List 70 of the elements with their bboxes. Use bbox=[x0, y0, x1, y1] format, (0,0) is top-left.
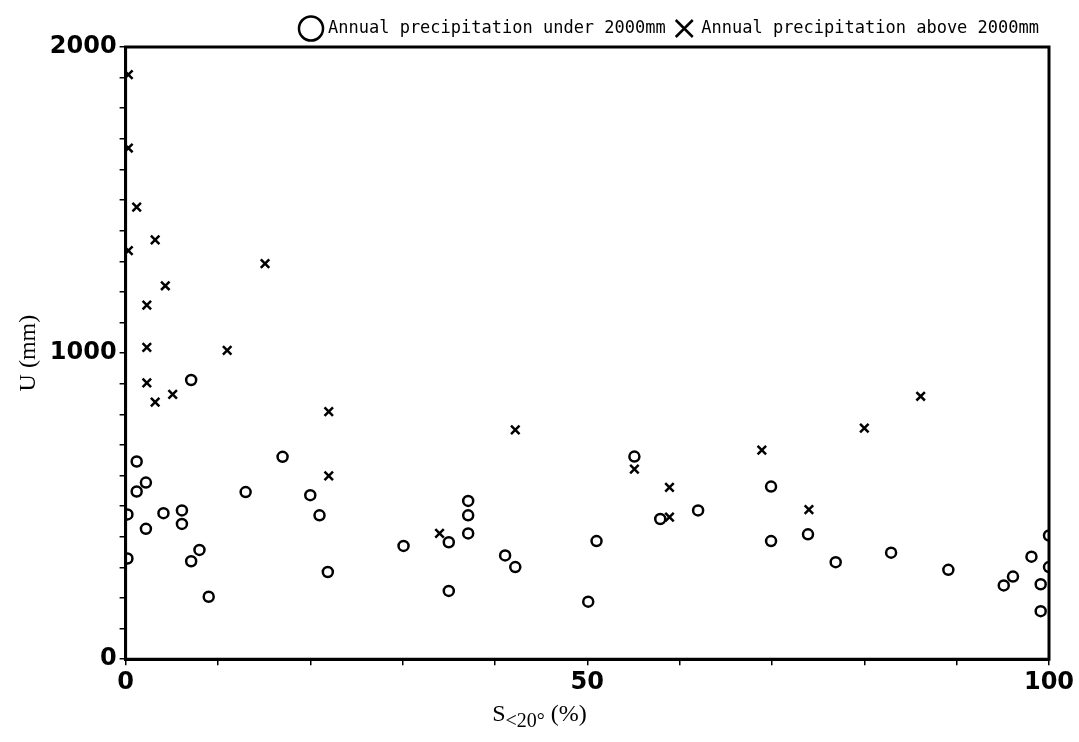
point bbox=[1034, 604, 1047, 618]
point bbox=[434, 527, 446, 539]
point bbox=[628, 450, 641, 463]
point bbox=[442, 536, 456, 549]
point bbox=[858, 422, 870, 434]
point bbox=[141, 377, 153, 389]
point bbox=[756, 444, 768, 456]
point bbox=[942, 563, 955, 577]
point bbox=[461, 494, 475, 508]
point bbox=[829, 555, 842, 569]
point bbox=[130, 485, 143, 498]
point bbox=[997, 579, 1010, 592]
point bbox=[175, 517, 189, 531]
point bbox=[1006, 570, 1020, 583]
point bbox=[323, 470, 335, 482]
point bbox=[509, 560, 522, 574]
point bbox=[691, 504, 705, 517]
point bbox=[131, 201, 143, 213]
point bbox=[654, 512, 667, 526]
point bbox=[149, 234, 161, 246]
y-tick-label: 0 bbox=[99, 643, 117, 672]
point bbox=[323, 406, 335, 418]
point bbox=[321, 565, 335, 579]
point bbox=[221, 344, 233, 356]
point bbox=[304, 488, 317, 502]
point bbox=[509, 424, 521, 436]
point bbox=[397, 539, 410, 553]
point bbox=[202, 590, 215, 604]
point bbox=[803, 504, 815, 516]
point bbox=[461, 509, 475, 522]
point bbox=[663, 481, 675, 493]
point bbox=[442, 584, 456, 598]
point bbox=[239, 485, 252, 499]
legend-label: Annual precipitation under 2000mm bbox=[328, 16, 666, 37]
point bbox=[175, 504, 189, 517]
point bbox=[590, 534, 603, 548]
point bbox=[663, 511, 675, 523]
point bbox=[139, 522, 153, 536]
point bbox=[167, 388, 179, 400]
y-axis-title: U (mm) bbox=[13, 314, 40, 392]
point bbox=[313, 509, 326, 522]
point bbox=[193, 543, 206, 557]
point bbox=[139, 476, 153, 489]
point bbox=[259, 258, 271, 270]
x-axis-title: S$_{<20°}$ (%) bbox=[491, 700, 588, 732]
point bbox=[157, 506, 170, 520]
point bbox=[915, 390, 927, 402]
point bbox=[764, 480, 778, 493]
point bbox=[1025, 550, 1038, 563]
x-tick-label: 50 bbox=[570, 666, 604, 695]
point bbox=[184, 555, 198, 568]
point bbox=[159, 280, 171, 292]
point bbox=[149, 396, 161, 408]
y-tick-label: 1000 bbox=[49, 337, 117, 366]
x-tick-label: 100 bbox=[1023, 666, 1075, 695]
y-tick-label: 2000 bbox=[49, 31, 117, 60]
point bbox=[581, 595, 595, 608]
point bbox=[184, 373, 198, 387]
point bbox=[276, 450, 289, 464]
legend-label: Annual precipitation above 2000mm bbox=[701, 16, 1040, 37]
point bbox=[801, 528, 815, 541]
point bbox=[884, 546, 898, 559]
point bbox=[498, 549, 512, 562]
point bbox=[461, 527, 475, 540]
point bbox=[141, 299, 153, 311]
point bbox=[1034, 577, 1047, 591]
point bbox=[141, 341, 153, 353]
point bbox=[628, 463, 640, 475]
point bbox=[130, 455, 143, 468]
point bbox=[764, 534, 778, 548]
